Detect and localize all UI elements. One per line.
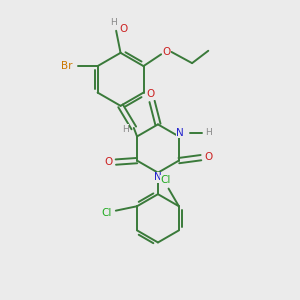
Text: O: O — [204, 152, 212, 162]
Text: O: O — [146, 89, 155, 99]
Text: O: O — [162, 47, 171, 57]
Text: Br: Br — [61, 61, 72, 71]
Text: N: N — [154, 172, 162, 182]
Text: O: O — [119, 24, 128, 34]
Text: Cl: Cl — [160, 175, 171, 185]
Text: H: H — [110, 18, 117, 27]
Text: H: H — [122, 125, 129, 134]
Text: N: N — [176, 128, 184, 138]
Text: O: O — [104, 157, 112, 167]
Text: H: H — [205, 128, 212, 137]
Text: Cl: Cl — [101, 208, 111, 218]
